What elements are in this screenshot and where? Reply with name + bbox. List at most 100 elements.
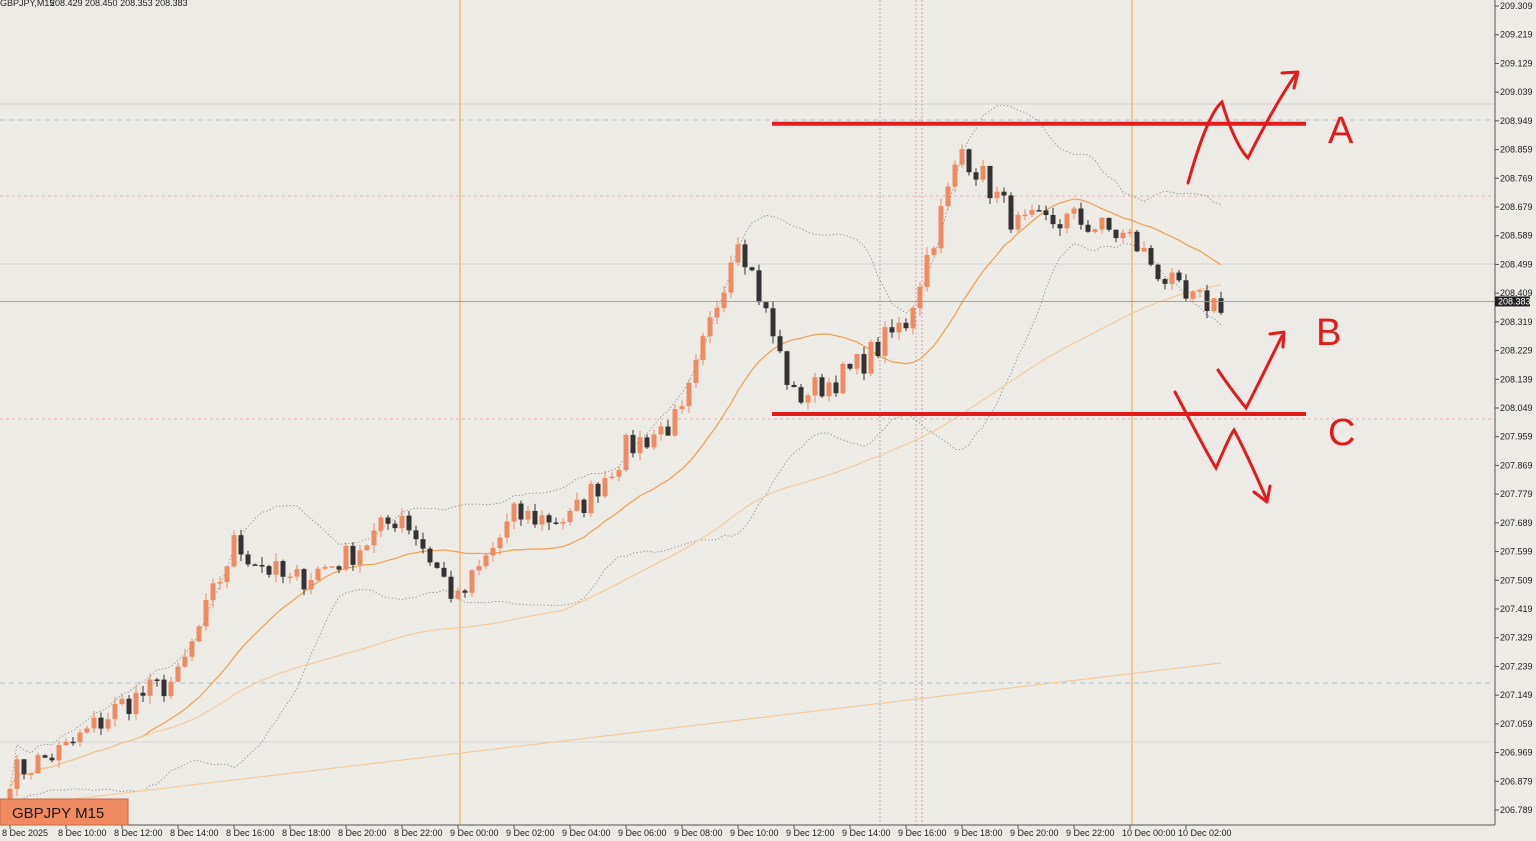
candle-body — [1092, 229, 1098, 232]
candle-body — [735, 244, 741, 263]
candle-body — [245, 554, 251, 565]
candle-body — [651, 434, 657, 448]
candle-body — [910, 307, 916, 329]
candle-body — [434, 562, 440, 568]
candle-body — [315, 568, 321, 581]
price-tick-label: 208.859 — [1500, 145, 1533, 155]
candle-body — [812, 377, 818, 396]
candle-body — [665, 426, 671, 436]
candle-body — [189, 641, 195, 657]
bollinger-lower — [9, 242, 1222, 805]
moving-average-long — [9, 662, 1222, 808]
price-tick-label: 207.779 — [1500, 489, 1533, 499]
candle-body — [294, 569, 300, 577]
label-c: C — [1328, 412, 1355, 454]
price-tick-label: 206.789 — [1500, 805, 1533, 815]
price-tick-label: 207.419 — [1500, 604, 1533, 614]
price-tick-label: 208.409 — [1500, 288, 1533, 298]
time-tick-label: 8 Dec 20:00 — [338, 828, 387, 838]
annotations: A B C — [772, 70, 1355, 504]
candle-body — [336, 566, 342, 570]
time-tick-label: 9 Dec 14:00 — [842, 828, 891, 838]
candle-body — [609, 476, 615, 479]
candle-body — [798, 387, 804, 403]
label-b: B — [1316, 312, 1341, 354]
candle-body — [392, 523, 398, 529]
candle-body — [693, 359, 699, 383]
candle-body — [623, 434, 629, 471]
candle-body — [686, 382, 692, 407]
symbol-header: GBPJPY,M15 — [0, 0, 54, 8]
candle-body — [385, 517, 391, 524]
candle-body — [742, 244, 748, 268]
time-tick-label: 9 Dec 02:00 — [506, 828, 555, 838]
time-tick-label: 10 Dec 00:00 — [1122, 828, 1176, 838]
time-tick-label: 9 Dec 04:00 — [562, 828, 611, 838]
candle-body — [1211, 298, 1217, 312]
candle-body — [462, 590, 468, 593]
candle-body — [231, 535, 237, 567]
candle-body — [1022, 214, 1028, 217]
price-tick-label: 207.509 — [1500, 575, 1533, 585]
breakdown-arrow — [1173, 390, 1268, 500]
time-tick-label: 8 Dec 12:00 — [114, 828, 163, 838]
candle-body — [994, 191, 1000, 199]
candle-body — [1071, 208, 1077, 214]
candle-body — [406, 515, 412, 531]
candle-body — [987, 165, 993, 199]
price-axis[interactable]: 209.309 209.219 209.129 209.039 208.949 208.8… — [1495, 1, 1533, 815]
candle-body — [1169, 272, 1175, 284]
time-tick-label: 8 Dec 22:00 — [394, 828, 443, 838]
symbol-badge-label: GBPJPY M15 — [12, 805, 104, 822]
candle-body — [931, 248, 937, 256]
time-tick-label: 10 Dec 02:00 — [1178, 828, 1232, 838]
candle-body — [1120, 232, 1126, 239]
time-tick-label: 9 Dec 16:00 — [898, 828, 947, 838]
label-a: A — [1328, 110, 1354, 152]
candle-body — [350, 545, 356, 565]
candle-body — [728, 262, 734, 293]
candle-body — [196, 626, 202, 642]
time-tick-label: 9 Dec 12:00 — [786, 828, 835, 838]
candle-body — [770, 308, 776, 337]
candle-body — [588, 483, 594, 513]
price-tick-label: 209.309 — [1500, 1, 1533, 11]
candle-body — [1050, 215, 1056, 225]
candle-body — [266, 566, 272, 575]
candle-body — [546, 515, 552, 523]
candle-body — [308, 580, 314, 590]
time-axis[interactable]: 8 Dec 2025 8 Dec 10:00 8 Dec 12:00 8 Dec 14… — [2, 825, 1232, 838]
candle-body — [567, 510, 573, 523]
candle-body — [119, 698, 125, 705]
candle-body — [504, 521, 510, 538]
candle-body — [427, 548, 433, 563]
time-tick-label: 9 Dec 08:00 — [674, 828, 723, 838]
time-tick-label: 9 Dec 06:00 — [618, 828, 667, 838]
price-tick-label: 208.319 — [1500, 317, 1533, 327]
candle-body — [1183, 280, 1189, 299]
candle-body — [1001, 191, 1007, 196]
time-tick-label: 8 Dec 16:00 — [226, 828, 275, 838]
candle-body — [1015, 214, 1021, 230]
candle-body — [658, 426, 664, 435]
candle-body — [581, 499, 587, 513]
moving-average-slow — [9, 284, 1222, 790]
candle-body — [469, 570, 475, 593]
candle-body — [287, 576, 293, 579]
candle-body — [378, 517, 384, 531]
price-tick-label: 208.499 — [1500, 259, 1533, 269]
candle-body — [700, 336, 706, 360]
candle-body — [238, 535, 244, 555]
candle-body — [574, 499, 580, 511]
candle-body — [644, 437, 650, 448]
candle-body — [399, 515, 405, 529]
price-tick-label: 207.599 — [1500, 547, 1533, 557]
candle-body — [224, 566, 230, 583]
price-tick-label: 208.949 — [1500, 116, 1533, 126]
candle-body — [532, 510, 538, 525]
price-tick-label: 206.879 — [1500, 776, 1533, 786]
candle-body — [91, 717, 97, 729]
candle-body — [1043, 210, 1049, 216]
candle-body — [952, 164, 958, 187]
